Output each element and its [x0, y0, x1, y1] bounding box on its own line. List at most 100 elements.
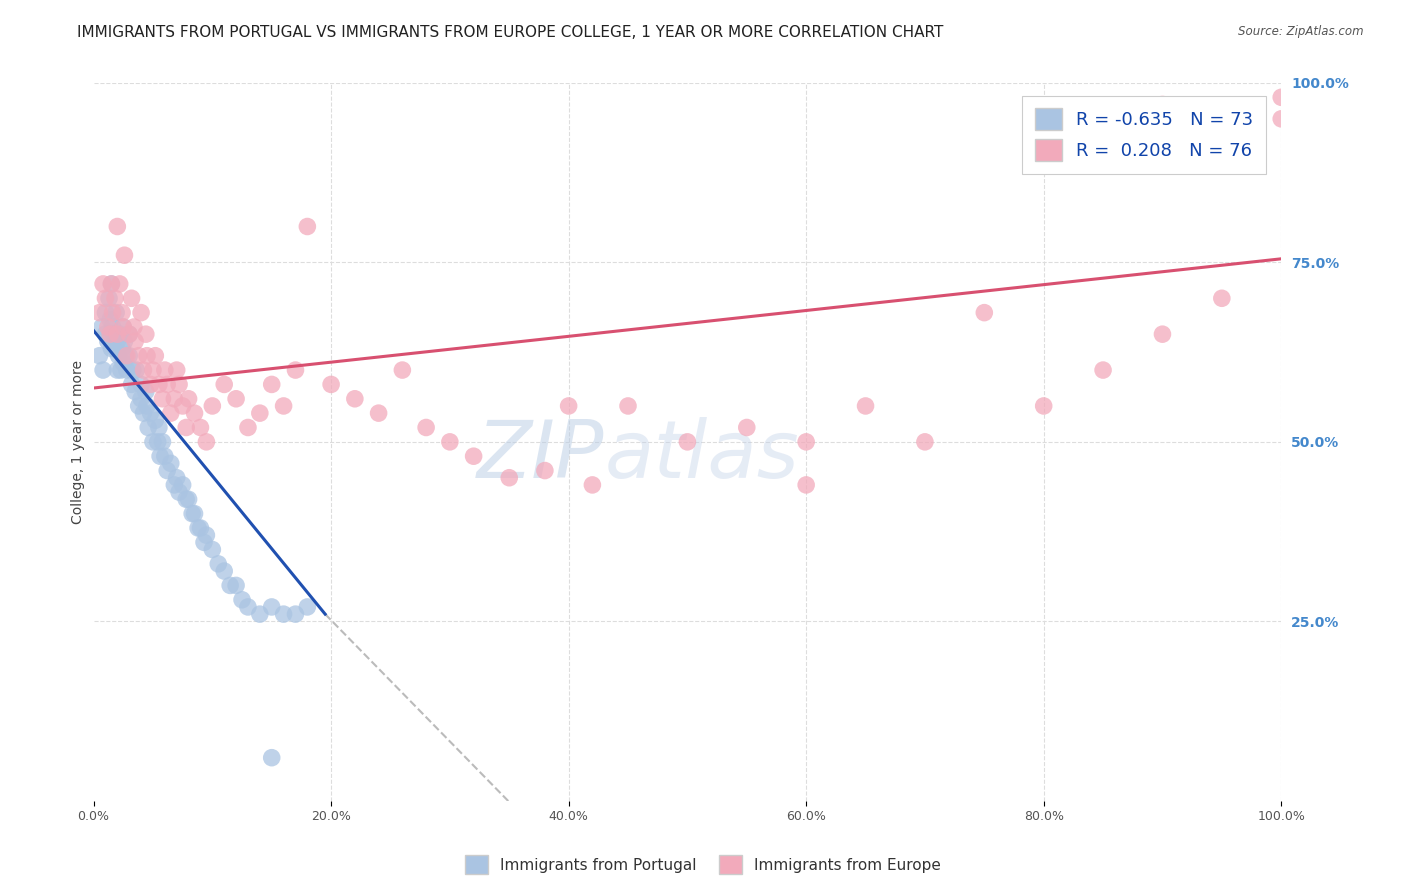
- Point: [125, 363, 148, 377]
- Point: [367, 406, 389, 420]
- Point: [142, 434, 165, 449]
- Point: [297, 599, 319, 614]
- Point: [94, 327, 117, 342]
- Point: [225, 392, 247, 406]
- Point: [167, 485, 190, 500]
- Point: [105, 363, 128, 377]
- Point: [112, 320, 135, 334]
- Point: [135, 327, 157, 342]
- Point: [166, 363, 188, 377]
- Point: [136, 399, 159, 413]
- Point: [415, 420, 437, 434]
- Point: [343, 392, 366, 406]
- Legend: Immigrants from Portugal, Immigrants from Europe: Immigrants from Portugal, Immigrants fro…: [458, 849, 948, 880]
- Point: [249, 406, 271, 420]
- Y-axis label: College, 1 year or more: College, 1 year or more: [72, 359, 86, 524]
- Point: [100, 277, 122, 291]
- Point: [914, 434, 936, 449]
- Point: [201, 542, 224, 557]
- Point: [201, 399, 224, 413]
- Point: [94, 305, 117, 319]
- Point: [97, 320, 120, 334]
- Point: [195, 434, 218, 449]
- Point: [855, 399, 877, 413]
- Point: [142, 363, 165, 377]
- Point: [260, 377, 283, 392]
- Point: [212, 377, 235, 392]
- Point: [143, 413, 166, 427]
- Point: [115, 363, 138, 377]
- Point: [273, 607, 295, 621]
- Point: [107, 349, 129, 363]
- Point: [166, 471, 188, 485]
- Point: [172, 399, 194, 413]
- Point: [177, 392, 200, 406]
- Point: [174, 492, 197, 507]
- Point: [129, 377, 152, 392]
- Point: [231, 592, 253, 607]
- Point: [90, 320, 112, 334]
- Point: [163, 478, 186, 492]
- Point: [735, 420, 758, 434]
- Point: [132, 406, 155, 420]
- Point: [108, 277, 131, 291]
- Point: [128, 399, 150, 413]
- Point: [136, 420, 159, 434]
- Text: Source: ZipAtlas.com: Source: ZipAtlas.com: [1239, 25, 1364, 38]
- Point: [124, 384, 146, 399]
- Point: [794, 434, 817, 449]
- Point: [146, 434, 169, 449]
- Point: [498, 471, 520, 485]
- Point: [108, 327, 131, 342]
- Text: IMMIGRANTS FROM PORTUGAL VS IMMIGRANTS FROM EUROPE COLLEGE, 1 YEAR OR MORE CORRE: IMMIGRANTS FROM PORTUGAL VS IMMIGRANTS F…: [77, 25, 943, 40]
- Point: [439, 434, 461, 449]
- Text: atlas: atlas: [605, 417, 799, 495]
- Point: [1092, 363, 1115, 377]
- Point: [89, 349, 111, 363]
- Point: [207, 557, 229, 571]
- Point: [159, 406, 181, 420]
- Point: [129, 305, 152, 319]
- Point: [225, 578, 247, 592]
- Point: [159, 456, 181, 470]
- Point: [94, 291, 117, 305]
- Point: [1270, 112, 1292, 126]
- Point: [105, 334, 128, 349]
- Point: [139, 406, 162, 420]
- Point: [105, 219, 128, 234]
- Point: [273, 399, 295, 413]
- Point: [167, 377, 190, 392]
- Point: [193, 535, 215, 549]
- Point: [148, 377, 170, 392]
- Point: [174, 420, 197, 434]
- Point: [111, 305, 134, 319]
- Point: [153, 363, 176, 377]
- Point: [128, 349, 150, 363]
- Point: [124, 334, 146, 349]
- Point: [1032, 399, 1054, 413]
- Point: [114, 334, 136, 349]
- Point: [156, 377, 179, 392]
- Point: [153, 449, 176, 463]
- Point: [98, 327, 121, 342]
- Point: [103, 327, 125, 342]
- Point: [121, 363, 143, 377]
- Point: [100, 342, 122, 356]
- Point: [212, 564, 235, 578]
- Point: [557, 399, 579, 413]
- Point: [187, 521, 209, 535]
- Legend: R = -0.635   N = 73, R =  0.208   N = 76: R = -0.635 N = 73, R = 0.208 N = 76: [1022, 95, 1267, 174]
- Point: [118, 327, 141, 342]
- Point: [118, 327, 141, 342]
- Point: [114, 248, 136, 262]
- Point: [249, 607, 271, 621]
- Point: [260, 750, 283, 764]
- Point: [118, 349, 141, 363]
- Point: [152, 434, 174, 449]
- Point: [260, 599, 283, 614]
- Point: [172, 478, 194, 492]
- Point: [115, 349, 138, 363]
- Point: [148, 420, 170, 434]
- Point: [183, 507, 205, 521]
- Point: [135, 384, 157, 399]
